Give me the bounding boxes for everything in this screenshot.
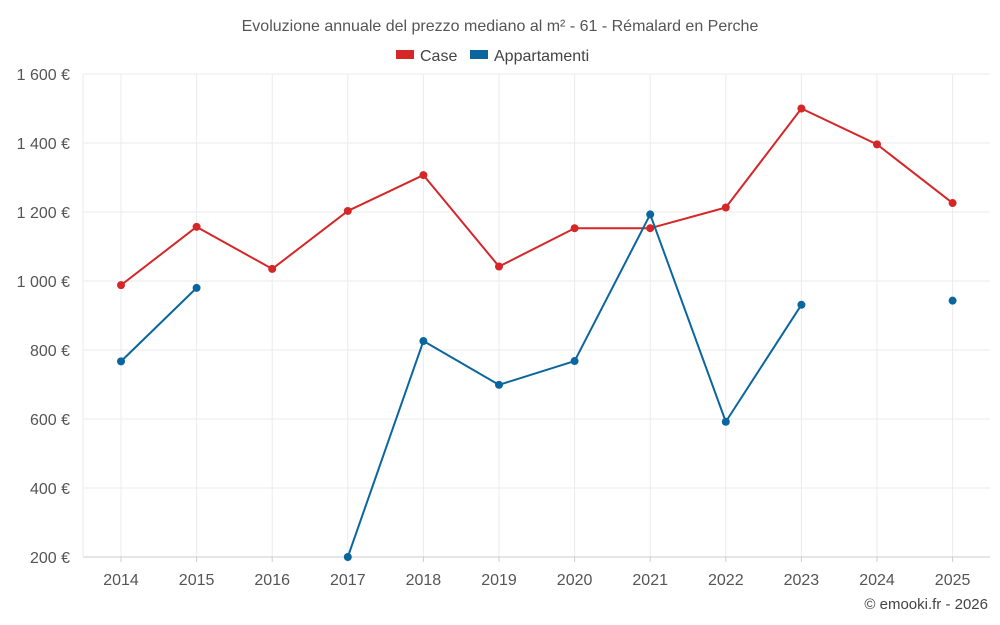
- data-point-case[interactable]: [495, 262, 503, 271]
- data-point-appartamenti[interactable]: [646, 210, 655, 219]
- legend-swatch-case: [396, 50, 414, 59]
- chart-title: Evoluzione annuale del prezzo mediano al…: [242, 18, 759, 35]
- series-case: [117, 104, 957, 290]
- data-point-case[interactable]: [343, 206, 352, 215]
- data-point-appartamenti[interactable]: [343, 553, 352, 561]
- data-point-case[interactable]: [797, 104, 806, 113]
- data-point-appartamenti[interactable]: [495, 380, 503, 389]
- x-tick-label: 2015: [179, 572, 215, 589]
- y-tick-label: 1 600 €: [17, 67, 70, 84]
- data-point-case[interactable]: [646, 224, 655, 233]
- x-tick-label: 2024: [859, 572, 895, 589]
- y-tick-label: 1 200 €: [17, 205, 70, 222]
- data-point-appartamenti[interactable]: [419, 337, 428, 346]
- data-point-appartamenti[interactable]: [721, 417, 730, 426]
- x-tick-label: 2019: [481, 572, 517, 589]
- data-point-appartamenti[interactable]: [192, 283, 201, 292]
- y-tick-label: 1 000 €: [17, 274, 70, 291]
- data-point-case[interactable]: [721, 203, 730, 212]
- credit: © emooki.fr - 2026: [864, 596, 988, 613]
- legend-label-appartamenti[interactable]: Appartamenti: [494, 48, 589, 65]
- data-point-appartamenti[interactable]: [570, 357, 579, 366]
- y-tick-label: 600 €: [30, 412, 70, 429]
- data-point-case[interactable]: [268, 264, 277, 273]
- data-point-case[interactable]: [948, 199, 957, 208]
- data-point-case[interactable]: [570, 224, 579, 233]
- x-tick-label: 2016: [254, 572, 290, 589]
- series-line-appartamenti: [120, 287, 198, 363]
- x-tick-label: 2020: [557, 572, 593, 589]
- series-appartamenti: [117, 210, 957, 561]
- y-tick-label: 400 €: [30, 481, 70, 498]
- y-tick-label: 800 €: [30, 343, 70, 360]
- data-point-appartamenti[interactable]: [948, 296, 957, 305]
- data-point-appartamenti[interactable]: [117, 357, 125, 366]
- x-tick-label: 2014: [103, 572, 139, 589]
- legend-label-case[interactable]: Case: [420, 48, 457, 65]
- data-point-case[interactable]: [192, 222, 201, 231]
- x-tick-label: 2018: [406, 572, 442, 589]
- x-tick-label: 2022: [708, 572, 744, 589]
- legend: Case Appartamenti: [396, 48, 589, 65]
- data-point-case[interactable]: [873, 140, 881, 149]
- x-tick-label: 2021: [632, 572, 668, 589]
- axes: 200 € 400 € 600 € 800 € 1 000 € 1 200 € 1 400 …: [17, 67, 990, 589]
- y-tick-label: 200 €: [30, 550, 70, 567]
- x-tick-label: 2023: [784, 572, 820, 589]
- y-tick-label: 1 400 €: [17, 136, 70, 153]
- grid: [83, 73, 990, 557]
- x-tick-label: 2017: [330, 572, 366, 589]
- series-line-case: [120, 107, 954, 286]
- data-point-appartamenti[interactable]: [797, 300, 806, 309]
- legend-swatch-appartamenti: [470, 50, 488, 59]
- x-tick-label: 2025: [935, 572, 971, 589]
- data-point-case[interactable]: [117, 281, 125, 290]
- series: [117, 104, 957, 561]
- data-point-case[interactable]: [419, 171, 428, 180]
